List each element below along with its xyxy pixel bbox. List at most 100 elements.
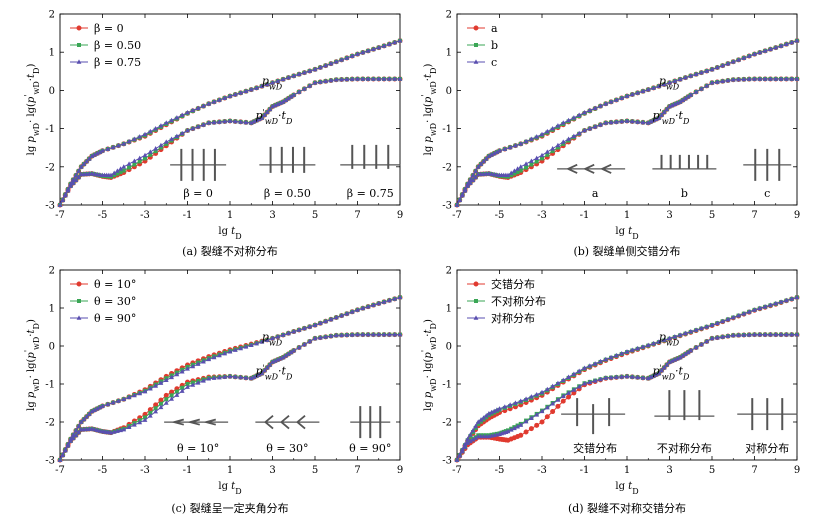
schematic-label: β = 0.75: [347, 187, 394, 200]
series-2-pressure-point: [185, 109, 190, 115]
series-2-pressure-point: [169, 117, 174, 123]
y-tick-label: 0: [446, 342, 452, 353]
legend-marker: [473, 315, 479, 320]
series-2-pressure-point: [211, 354, 217, 360]
legend-marker: [473, 281, 479, 287]
series-2-derivative-point: [714, 335, 720, 340]
series-2-pressure-point: [97, 404, 103, 410]
series-2-pressure-point: [672, 334, 678, 339]
series-2-derivative-point: [457, 453, 463, 458]
series-2-derivative-point: [121, 427, 127, 432]
series-2-derivative-point: [317, 335, 323, 340]
x-tick-label: 7: [354, 210, 360, 221]
series-2-pressure-point: [89, 153, 95, 158]
series-2-derivative-point: [190, 126, 196, 131]
series-2-pressure-point: [730, 314, 736, 320]
series-2-derivative-point: [163, 139, 169, 144]
series-2-derivative-point: [709, 80, 715, 85]
series-2-pressure-point: [126, 394, 132, 400]
x-tick-label: 3: [269, 210, 275, 221]
series-2-derivative-point: [62, 192, 68, 198]
series-2-pressure-point: [195, 105, 201, 110]
series-2-derivative-point: [195, 380, 201, 385]
series-2-pressure-point: [481, 158, 486, 164]
series-1-derivative-point: [137, 159, 142, 164]
chart-panel-b: -7 -5 -3 -1 1 3 5 7 9 -3 -2 -1 0 1 2 lg tD lg pwD· lg(p'…: [420, 10, 801, 259]
series-2-derivative-point: [307, 338, 313, 344]
series-2-pressure-point: [757, 305, 763, 311]
chart-panel-a: -7 -5 -3 -1 1 3 5 7 9 -3 -2 -1 0 1 2 lg tD lg pwD· lg(p'…: [23, 10, 404, 259]
series-2-derivative-point: [280, 354, 286, 360]
series-2-pressure-point: [275, 334, 281, 339]
series-2-derivative-point: [720, 334, 726, 339]
series-2-derivative-point: [683, 351, 688, 356]
series-2-derivative-point: [746, 76, 752, 81]
series-1-derivative-point: [169, 393, 174, 398]
legend-entry: θ = 10°: [94, 278, 136, 291]
series-2-derivative-point: [470, 177, 476, 182]
series-2-pressure-point: [773, 45, 779, 50]
series-1-derivative-point: [132, 162, 137, 167]
series-2-derivative-point: [312, 335, 318, 341]
series-2-derivative-point: [267, 106, 273, 112]
series-2-derivative-point: [762, 76, 768, 81]
schematic-label: β = 0.50: [264, 187, 311, 200]
series-1-derivative-point: [534, 159, 539, 164]
series-2-pressure-point: [502, 404, 508, 409]
series-2-pressure-point: [333, 59, 339, 64]
x-tick-label: -1: [580, 465, 590, 476]
schematic-label: c: [764, 187, 770, 200]
series-2-derivative-point: [773, 332, 779, 337]
schematic-fracture: [582, 163, 595, 174]
panel-caption: (b) 裂缝单侧交错分布: [573, 244, 680, 258]
series-2-pressure-point: [243, 344, 249, 349]
series-2-pressure-point: [746, 309, 752, 314]
x-tick-label: -3: [140, 465, 150, 476]
series-2-derivative-point: [272, 102, 278, 108]
series-2-pressure-point: [131, 392, 137, 398]
x-tick-label: -5: [495, 465, 505, 476]
series-1-derivative-point: [121, 168, 126, 173]
series-2-derivative-point: [473, 174, 478, 180]
series-2-pressure-point: [142, 389, 148, 394]
series-2-derivative-point: [254, 117, 259, 123]
legend: θ = 10° θ = 30° θ = 90°: [70, 278, 136, 325]
chart-panel-d: -7 -5 -3 -1 1 3 5 7 9 -3 -2 -1 0 1 2 lg tD lg pwD· lg(p'…: [420, 266, 801, 516]
y-tick-label: -1: [442, 124, 452, 135]
series-2-pressure-point: [153, 126, 159, 131]
y-axis-label: lg pwD· lg(p'wD·tD): [420, 64, 438, 156]
series-2-pressure-point: [243, 88, 249, 94]
series-2-pressure-point: [587, 363, 593, 368]
series-2-derivative-point: [762, 332, 768, 337]
series-2-derivative-point: [272, 358, 278, 363]
series-2-pressure-point: [534, 391, 540, 397]
series-2-pressure-point: [312, 66, 318, 72]
series-1-derivative-point: [174, 389, 179, 394]
series-2-pressure-point: [698, 325, 704, 331]
series-2-pressure-point: [323, 62, 329, 68]
series-2-derivative-point: [752, 332, 757, 337]
series-2-derivative-point: [550, 146, 556, 151]
series-2-derivative-point: [688, 347, 694, 353]
series-2-derivative-point: [653, 371, 659, 377]
series-2-derivative-point: [656, 370, 662, 376]
series-0-derivative-point: [555, 403, 561, 409]
series-2-pressure-point: [206, 101, 212, 106]
series-2-derivative-point: [275, 357, 281, 362]
series-2-pressure-point: [494, 149, 500, 154]
series-2-derivative-point: [598, 122, 603, 127]
series-2-pressure-point: [544, 128, 550, 134]
series-2-derivative-point: [349, 76, 355, 81]
series-2-pressure-point: [789, 39, 795, 45]
series-1-derivative-point: [550, 149, 555, 154]
series-2-pressure-point: [89, 408, 95, 414]
series-2-derivative-point: [651, 117, 656, 123]
series-2-pressure-point: [158, 123, 164, 128]
y-tick-label: 0: [49, 86, 55, 97]
series-2-pressure-point: [486, 411, 492, 416]
series-2-pressure-point: [84, 158, 89, 164]
series-2-pressure-point: [507, 144, 513, 150]
y-tick-label: -3: [442, 201, 452, 212]
series-2-derivative-point: [174, 133, 180, 139]
series-2-derivative-point: [206, 376, 212, 381]
